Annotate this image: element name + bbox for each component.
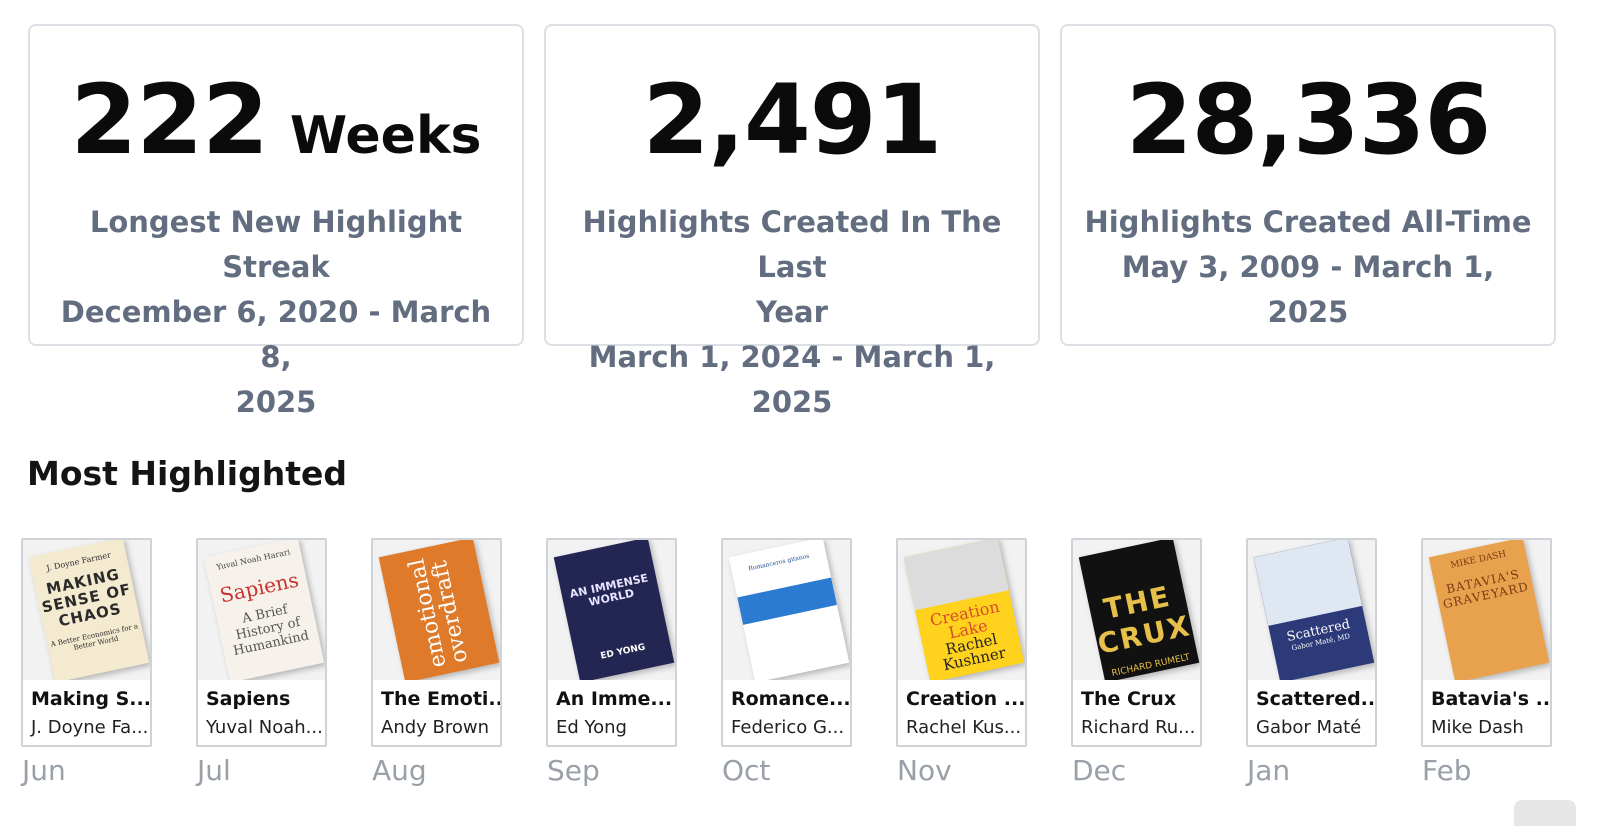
book-cover-image: Creation Lake Rachel Kushner [903, 540, 1025, 680]
book-card[interactable]: Romanceros gitanos Romance... Federico G… [721, 538, 852, 747]
stat-number: 222 [70, 64, 269, 176]
stat-number: 28,336 [1125, 64, 1491, 176]
book-item: Scattered Gabor Maté, MD Scattered... Ga… [1246, 538, 1377, 789]
book-cover-area: Scattered Gabor Maté, MD [1248, 540, 1375, 680]
book-month: Jul [197, 754, 231, 787]
stat-date-range-end: 2025 [235, 385, 317, 419]
stat-unit: Weeks [289, 106, 482, 166]
book-author: Federico G... [731, 717, 845, 738]
book-title: Batavia's ... [1431, 688, 1550, 710]
book-author: Ed Yong [556, 717, 627, 738]
book-item: AN IMMENSE WORLD ED YONG An Imme... Ed Y… [546, 538, 677, 789]
stat-date-range: December 6, 2020 - March 8, [60, 295, 492, 374]
book-month: Sep [547, 754, 600, 787]
most-highlighted-books: J. Doyne Farmer MAKING SENSE OF CHAOS A … [21, 538, 1552, 789]
section-title-most-highlighted: Most Highlighted [27, 454, 347, 493]
stat-number: 2,491 [642, 64, 943, 176]
book-card[interactable]: THE CRUX RICHARD RUMELT The Crux Richard… [1071, 538, 1202, 747]
book-cover-image: AN IMMENSE WORLD ED YONG [553, 540, 675, 680]
book-card[interactable]: Yuval Noah Harari Sapiens A Brief Histor… [196, 538, 327, 747]
book-author: Richard Ru... [1081, 717, 1196, 738]
book-cover-area: J. Doyne Farmer MAKING SENSE OF CHAOS A … [23, 540, 150, 680]
stat-label-cont: Year [756, 295, 828, 329]
book-item: MIKE DASH BATAVIA'S GRAVEYARD Batavia's … [1421, 538, 1552, 789]
book-card[interactable]: J. Doyne Farmer MAKING SENSE OF CHAOS A … [21, 538, 152, 747]
book-title: Sapiens [206, 688, 291, 710]
stat-date-range: May 3, 2009 - March 1, 2025 [1121, 250, 1495, 329]
book-title: Creation ... [906, 688, 1025, 710]
stat-label: Longest New Highlight Streak [89, 205, 463, 284]
book-month: Oct [722, 754, 771, 787]
book-cover-area: Yuval Noah Harari Sapiens A Brief Histor… [198, 540, 325, 680]
stat-value: 222 Weeks [30, 68, 522, 172]
book-card[interactable]: Scattered Gabor Maté, MD Scattered... Ga… [1246, 538, 1377, 747]
book-item: THE CRUX RICHARD RUMELT The Crux Richard… [1071, 538, 1202, 789]
book-item: J. Doyne Farmer MAKING SENSE OF CHAOS A … [21, 538, 152, 789]
book-card[interactable]: emotional overdraft The Emoti... Andy Br… [371, 538, 502, 747]
book-author: Gabor Maté [1256, 717, 1362, 738]
book-item: Creation Lake Rachel Kushner Creation ..… [896, 538, 1027, 789]
all-time-stat-card: 28,336 Highlights Created All-Time May 3… [1060, 24, 1556, 346]
stat-date-range: March 1, 2024 - March 1, 2025 [588, 340, 996, 419]
book-cover-area: THE CRUX RICHARD RUMELT [1073, 540, 1200, 680]
book-month: Nov [897, 754, 952, 787]
book-month: Jan [1247, 754, 1291, 787]
book-author: Andy Brown [381, 717, 490, 738]
book-author: Yuval Noah... [206, 717, 323, 738]
stat-label: Highlights Created All-Time [1084, 205, 1532, 239]
book-cover-image: J. Doyne Farmer MAKING SENSE OF CHAOS A … [28, 540, 150, 680]
last-year-stat-card: 2,491 Highlights Created In The Last Yea… [544, 24, 1040, 419]
book-cover-image: Romanceros gitanos [728, 540, 850, 680]
book-title: The Emoti... [381, 688, 500, 710]
book-month: Feb [1422, 754, 1472, 787]
book-cover-area: Creation Lake Rachel Kushner [898, 540, 1025, 680]
book-item: Romanceros gitanos Romance... Federico G… [721, 538, 852, 789]
scroll-indicator[interactable] [1514, 800, 1576, 826]
book-card[interactable]: AN IMMENSE WORLD ED YONG An Imme... Ed Y… [546, 538, 677, 747]
book-cover-area: Romanceros gitanos [723, 540, 850, 680]
book-month: Jun [22, 754, 66, 787]
book-cover-area: MIKE DASH BATAVIA'S GRAVEYARD [1423, 540, 1550, 680]
book-title: Romance... [731, 688, 850, 710]
book-cover-area: emotional overdraft [373, 540, 500, 680]
book-cover-image: MIKE DASH BATAVIA'S GRAVEYARD [1428, 540, 1550, 680]
book-title: The Crux [1081, 688, 1177, 710]
stat-value: 2,491 [546, 68, 1038, 172]
book-item: emotional overdraft The Emoti... Andy Br… [371, 538, 502, 789]
stats-row: 222 Weeks Longest New Highlight Streak D… [28, 24, 1556, 419]
book-item: Yuval Noah Harari Sapiens A Brief Histor… [196, 538, 327, 789]
streak-stat-card: 222 Weeks Longest New Highlight Streak D… [28, 24, 524, 419]
book-author: Rachel Kus... [906, 717, 1022, 738]
book-cover-image: emotional overdraft [378, 540, 500, 680]
book-month: Dec [1072, 754, 1127, 787]
book-cover-image: Scattered Gabor Maté, MD [1253, 540, 1375, 680]
book-card[interactable]: MIKE DASH BATAVIA'S GRAVEYARD Batavia's … [1421, 538, 1552, 747]
book-author: J. Doyne Fa... [31, 717, 149, 738]
stat-description: Longest New Highlight Streak December 6,… [30, 200, 522, 425]
book-title: Scattered... [1256, 688, 1375, 710]
book-cover-image: Yuval Noah Harari Sapiens A Brief Histor… [203, 540, 325, 680]
book-cover-area: AN IMMENSE WORLD ED YONG [548, 540, 675, 680]
book-card[interactable]: Creation Lake Rachel Kushner Creation ..… [896, 538, 1027, 747]
book-title: Making S... [31, 688, 150, 710]
book-month: Aug [372, 754, 427, 787]
stat-description: Highlights Created In The Last Year Marc… [546, 200, 1038, 425]
book-author: Mike Dash [1431, 717, 1524, 738]
book-title: An Imme... [556, 688, 673, 710]
stat-description: Highlights Created All-Time May 3, 2009 … [1062, 200, 1554, 335]
stat-value: 28,336 [1062, 68, 1554, 172]
book-cover-image: THE CRUX RICHARD RUMELT [1078, 540, 1200, 680]
stat-label: Highlights Created In The Last [582, 205, 1002, 284]
